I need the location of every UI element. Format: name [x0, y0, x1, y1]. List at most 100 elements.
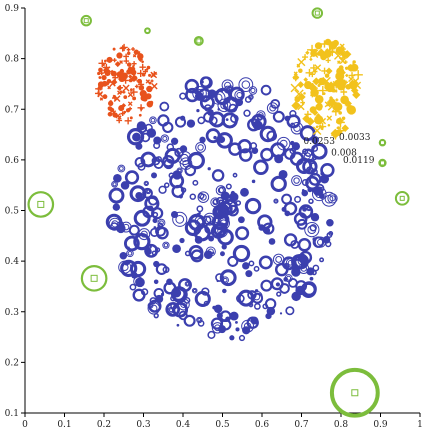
outlier-ring [378, 138, 387, 147]
data-point [199, 136, 206, 144]
data-point [320, 162, 335, 178]
data-point [222, 198, 238, 215]
data-point [180, 115, 186, 121]
data-point [250, 290, 263, 303]
data-point [270, 277, 284, 291]
data-point [109, 80, 116, 87]
data-point [314, 94, 324, 104]
y-tick-label: 0.4 [5, 257, 20, 267]
data-point [325, 82, 335, 93]
data-point [117, 164, 126, 173]
data-point [142, 69, 148, 75]
data-point [197, 319, 205, 327]
data-point [128, 78, 133, 83]
data-point [289, 110, 297, 118]
data-point [207, 109, 214, 116]
data-point [195, 142, 207, 153]
data-point [199, 76, 212, 88]
data-point [208, 235, 215, 242]
data-point-inner [150, 304, 158, 312]
data-point [279, 312, 283, 315]
data-point [309, 57, 313, 62]
data-point [123, 110, 127, 114]
data-point [216, 279, 219, 283]
data-point-inner [293, 124, 301, 132]
data-point [188, 244, 204, 260]
data-point [135, 142, 143, 150]
data-point [248, 260, 255, 267]
data-point [105, 213, 123, 231]
data-point [294, 195, 302, 203]
data-point-inner [222, 277, 228, 283]
outlier-center [379, 140, 385, 146]
outlier-ring [80, 14, 92, 27]
data-point [258, 255, 273, 270]
data-point [188, 213, 206, 232]
data-point [352, 78, 359, 84]
data-point [106, 56, 113, 63]
data-point [126, 249, 134, 258]
data-point [114, 61, 121, 68]
data-point [225, 183, 232, 190]
data-point [244, 197, 262, 215]
data-point [149, 116, 157, 125]
data-point [171, 184, 185, 198]
data-point [151, 250, 157, 256]
data-point [253, 265, 260, 272]
data-point-inner [286, 275, 292, 281]
data-point [137, 53, 144, 60]
data-point [151, 156, 161, 166]
data-point [330, 128, 341, 139]
x-tick-label: 0.4 [176, 420, 191, 430]
data-point [210, 317, 224, 330]
data-point [131, 61, 137, 67]
data-point-inner [207, 248, 214, 255]
data-point [324, 73, 330, 78]
data-point [309, 49, 319, 59]
data-point [311, 136, 320, 144]
data-point [319, 117, 327, 125]
data-point [285, 306, 295, 316]
data-point [297, 81, 305, 89]
data-point [179, 237, 185, 244]
data-point-inner [212, 199, 219, 206]
data-clusters [94, 38, 363, 342]
x-tick-label: 1 [417, 420, 423, 430]
data-point [309, 276, 314, 281]
data-point-inner [163, 243, 169, 248]
y-tick-label: 0.2 [5, 358, 19, 368]
data-point [129, 116, 133, 120]
outlier-center [379, 160, 385, 166]
data-point [296, 64, 301, 68]
data-point [129, 88, 133, 92]
data-point [191, 287, 198, 294]
data-point [162, 121, 174, 134]
data-point [217, 108, 221, 111]
data-point [225, 118, 229, 122]
data-point [208, 116, 218, 126]
data-point-inner [269, 104, 277, 112]
outlier-center [144, 28, 150, 34]
outlier-ring [329, 367, 380, 418]
data-point [187, 151, 205, 170]
data-point [128, 224, 140, 236]
data-point-inner [169, 308, 174, 313]
data-point [203, 300, 209, 306]
data-point [228, 142, 242, 156]
data-point [298, 81, 302, 85]
data-point [221, 244, 227, 250]
data-point [262, 222, 275, 235]
data-point-inner [127, 251, 133, 256]
data-point [147, 302, 161, 315]
data-point [196, 205, 204, 213]
data-point [235, 320, 238, 324]
data-point-inner [250, 87, 256, 94]
data-point [297, 238, 312, 252]
data-point [171, 286, 188, 303]
data-point [108, 187, 125, 204]
data-point [265, 312, 272, 320]
data-point [281, 256, 296, 271]
data-point-inner [162, 135, 168, 141]
data-point [116, 117, 123, 124]
